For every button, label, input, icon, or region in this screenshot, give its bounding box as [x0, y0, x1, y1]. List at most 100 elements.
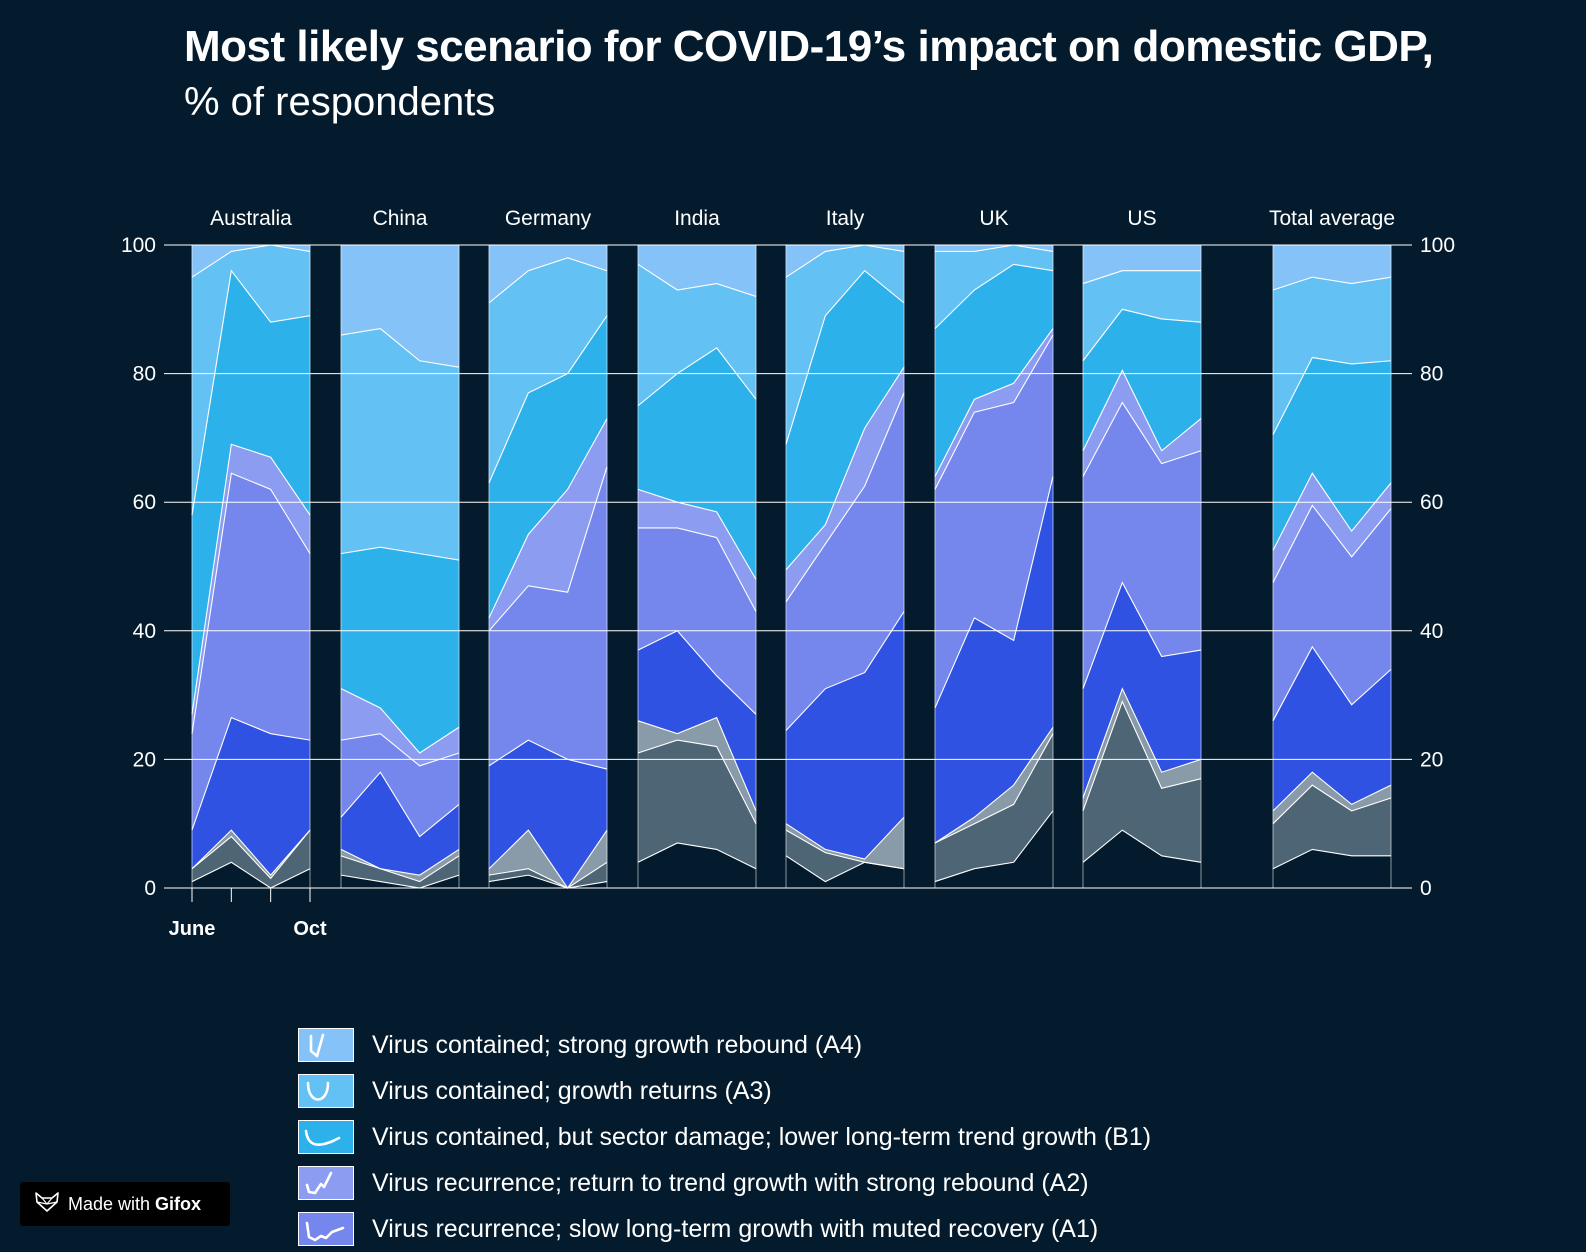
stacked-area-chart: Australia China Germany India Italy UK US Total…	[121, 207, 1455, 940]
series-boundary-line	[488, 466, 608, 632]
series-boundary-line	[934, 726, 1054, 844]
chart-subtitle: % of respondents	[184, 80, 496, 124]
series-boundary-line	[934, 733, 1054, 844]
series-boundary-line	[1082, 700, 1202, 812]
series-boundary-line	[1082, 401, 1202, 477]
w-muted-curve-icon	[298, 1212, 354, 1246]
series-boundary-line	[1272, 472, 1392, 551]
series-boundary-line	[785, 366, 905, 571]
series-boundary-line	[191, 716, 311, 831]
series-boundary-line	[637, 347, 757, 407]
series-boundary-line	[637, 630, 757, 715]
legend-item-A4: Virus contained; strong growth rebound (…	[298, 1022, 1151, 1068]
series-boundary-line	[637, 716, 757, 812]
series-boundary-line	[1082, 270, 1201, 285]
series-boundary-line	[191, 861, 311, 889]
legend-label: Virus contained; growth returns (A3)	[372, 1076, 772, 1105]
series-boundary-line	[340, 848, 460, 876]
series-boundary-line	[340, 688, 460, 754]
legend-item-B1: Virus contained, but sector damage; lowe…	[298, 1114, 1151, 1160]
series-boundary-line	[1272, 276, 1392, 291]
series-boundary-line	[1272, 645, 1392, 722]
series-boundary-line	[340, 328, 460, 368]
legend-item-A1: Virus recurrence; slow long-term growth …	[298, 1206, 1151, 1252]
y-tick-label-right: 0	[1420, 877, 1432, 900]
series-boundary-line	[1082, 829, 1202, 863]
series-boundary-line	[785, 392, 905, 603]
series-boundary-line	[488, 829, 608, 889]
legend: Virus contained; strong growth rebound (…	[298, 1022, 1151, 1252]
y-tick-label-right: 20	[1420, 748, 1443, 771]
v-shape-curve-icon	[298, 1028, 354, 1062]
series-boundary-line	[340, 771, 460, 838]
u-shape-curve-icon	[298, 1074, 354, 1108]
panel-label: Australia	[210, 207, 292, 230]
series-boundary-line	[638, 527, 757, 612]
series-boundary-line	[934, 263, 1054, 329]
series-boundary-line	[637, 739, 757, 824]
series-boundary-line	[1082, 581, 1202, 689]
series-boundary-line	[637, 842, 757, 870]
legend-label: Virus contained, but sector damage; lowe…	[372, 1122, 1152, 1151]
panel-label: Total average	[1269, 207, 1395, 230]
series-boundary-line	[1272, 784, 1392, 825]
fox-logo-icon	[34, 1191, 60, 1218]
series-boundary-line	[1272, 771, 1392, 812]
y-tick-label-left: 80	[133, 363, 156, 386]
legend-label: Virus recurrence; slow long-term growth …	[372, 1214, 1099, 1243]
series-boundary-line	[191, 244, 311, 278]
y-tick-label-left: 60	[133, 491, 156, 514]
series-boundary-line	[488, 861, 608, 889]
panel-label: Italy	[826, 207, 865, 230]
panel-label: US	[1127, 207, 1156, 230]
y-tick-label-right: 100	[1420, 234, 1455, 257]
series-boundary-line	[785, 611, 905, 731]
series-boundary-line	[488, 874, 608, 889]
series-boundary-line	[934, 334, 1054, 490]
series-boundary-line	[340, 733, 460, 767]
legend-item-A3: Virus contained; growth returns (A3)	[298, 1068, 1151, 1114]
series-boundary-line	[637, 488, 757, 580]
x-tick-label: Oct	[293, 918, 327, 940]
y-tick-label-right: 60	[1420, 491, 1443, 514]
series-boundary-line	[340, 855, 460, 883]
series-boundary-line	[191, 472, 311, 734]
series-boundary-line	[488, 257, 608, 304]
series-boundary-line	[488, 315, 608, 484]
gifox-badge[interactable]: Made with Gifox	[20, 1182, 230, 1226]
panel-label: Germany	[505, 207, 592, 230]
series-boundary-line	[1272, 504, 1392, 583]
chart-title: Most likely scenario for COVID-19’s impa…	[184, 22, 1434, 71]
panel-label: India	[674, 207, 720, 230]
series-boundary-line	[934, 476, 1054, 709]
series-boundary-line	[340, 874, 460, 889]
series-boundary-line	[1082, 308, 1202, 362]
series-boundary-line	[340, 546, 460, 561]
series-boundary-line	[785, 816, 905, 860]
x-tick-label: June	[169, 918, 216, 940]
series-boundary-line	[1272, 356, 1392, 435]
legend-label: Virus recurrence; return to trend growth…	[372, 1168, 1089, 1197]
series-boundary-line	[935, 244, 1054, 252]
y-tick-label-right: 40	[1420, 620, 1443, 643]
series-boundary-line	[191, 829, 311, 876]
y-tick-label-left: 20	[133, 748, 156, 771]
panel-label: UK	[979, 207, 1008, 230]
y-tick-label-left: 40	[133, 620, 156, 643]
series-boundary-line	[488, 739, 608, 770]
series-boundary-line	[934, 810, 1054, 883]
badge-prefix: Made with	[68, 1193, 151, 1214]
series-boundary-line	[637, 263, 757, 297]
series-boundary-line	[785, 269, 905, 445]
series-boundary-line	[191, 269, 311, 516]
series-boundary-line	[1082, 687, 1202, 799]
y-tick-label-right: 80	[1420, 363, 1443, 386]
series-boundary-line	[934, 328, 1054, 477]
series-boundary-line	[785, 829, 905, 870]
series-boundary-line	[1272, 848, 1391, 870]
w-rebound-curve-icon	[298, 1166, 354, 1200]
badge-brand: Gifox	[155, 1193, 202, 1214]
panel-label: China	[373, 207, 428, 230]
swoosh-curve-icon	[298, 1120, 354, 1154]
series-boundary-line	[1082, 369, 1202, 452]
